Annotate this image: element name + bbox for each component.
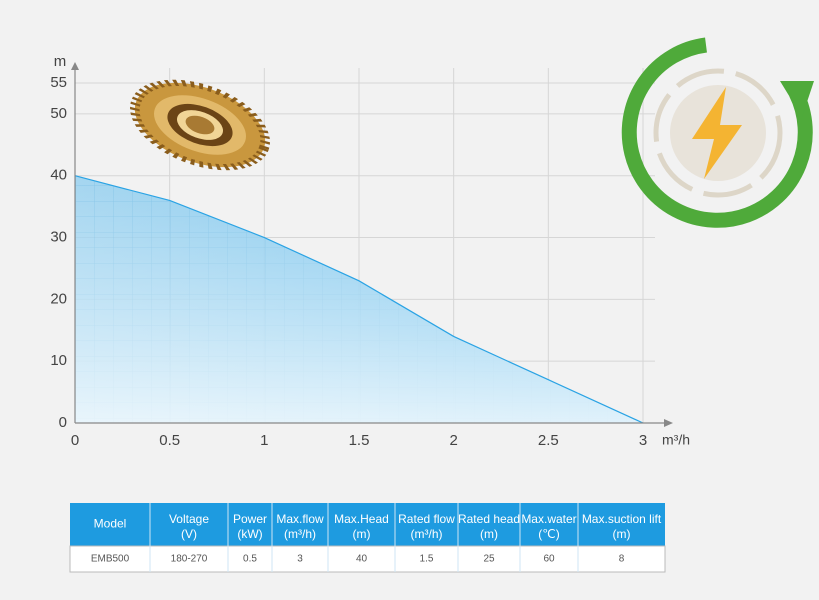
x-tick-label: 2 (449, 432, 457, 449)
spec-table: Model Voltage(V)Power(kW)Max.flow(m³/h)Ma… (69, 503, 666, 573)
table-header-text: Max.flow (276, 512, 324, 526)
y-tick-label: 50 (50, 105, 67, 122)
table-header-text: Max.water (521, 512, 576, 526)
y-tick-label: 30 (50, 229, 67, 246)
table-header-text: Rated flow (398, 512, 455, 526)
impeller-image (130, 79, 270, 171)
table-header-text: (m) (613, 527, 631, 541)
x-tick-label: 3 (639, 432, 647, 449)
table-header-text: Model (94, 517, 127, 531)
chart: 0 10 20 30 40 50 55 0 0.5 1 1.5 2 2.5 3 m m³/h (50, 53, 690, 449)
y-tick-label: 10 (50, 352, 67, 369)
table-body-bg (69, 545, 666, 573)
table-cell: 8 (619, 554, 625, 565)
table-cell: 180-270 (171, 554, 208, 565)
table-header-text: (kW) (237, 527, 262, 541)
table-header-text: Power (233, 512, 267, 526)
energy-icon (621, 37, 814, 228)
table-header-text: Max.Head (334, 512, 389, 526)
y-tick-label: 40 (50, 167, 67, 184)
table-header-text: (m) (480, 527, 498, 541)
table-cell: 40 (356, 554, 368, 565)
x-tick-label: 1.5 (349, 432, 370, 449)
x-axis-label: m³/h (662, 432, 690, 448)
table-header-text: (V) (181, 527, 197, 541)
table-header-bg (70, 503, 665, 546)
table-header-text: Voltage (169, 512, 209, 526)
x-tick-label: 1 (260, 432, 268, 449)
table-header-text: (℃) (538, 527, 559, 541)
y-tick-label: 55 (50, 74, 67, 91)
x-tick-label: 0 (71, 432, 79, 449)
table-cell: EMB500 (91, 554, 130, 565)
y-tick-label: 20 (50, 290, 67, 307)
table-cell: 60 (543, 554, 555, 565)
table-header-text: (m³/h) (284, 527, 316, 541)
table-header-text: Rated head (458, 512, 520, 526)
x-axis-arrow (664, 419, 673, 427)
table-header-text: (m³/h) (411, 527, 443, 541)
table-cell: 25 (483, 554, 495, 565)
table-cell: 0.5 (243, 554, 257, 565)
table-header-text: Max.suction lift (582, 512, 662, 526)
table-cell: 1.5 (420, 554, 434, 565)
y-axis-arrow (71, 62, 79, 70)
x-tick-label: 2.5 (538, 432, 559, 449)
curve (74, 175, 644, 424)
y-tick-label: 0 (59, 414, 67, 431)
y-axis-label: m (54, 53, 67, 70)
x-tick-label: 0.5 (159, 432, 180, 449)
table-cell: 3 (297, 554, 303, 565)
table-header-text: (m) (353, 527, 371, 541)
